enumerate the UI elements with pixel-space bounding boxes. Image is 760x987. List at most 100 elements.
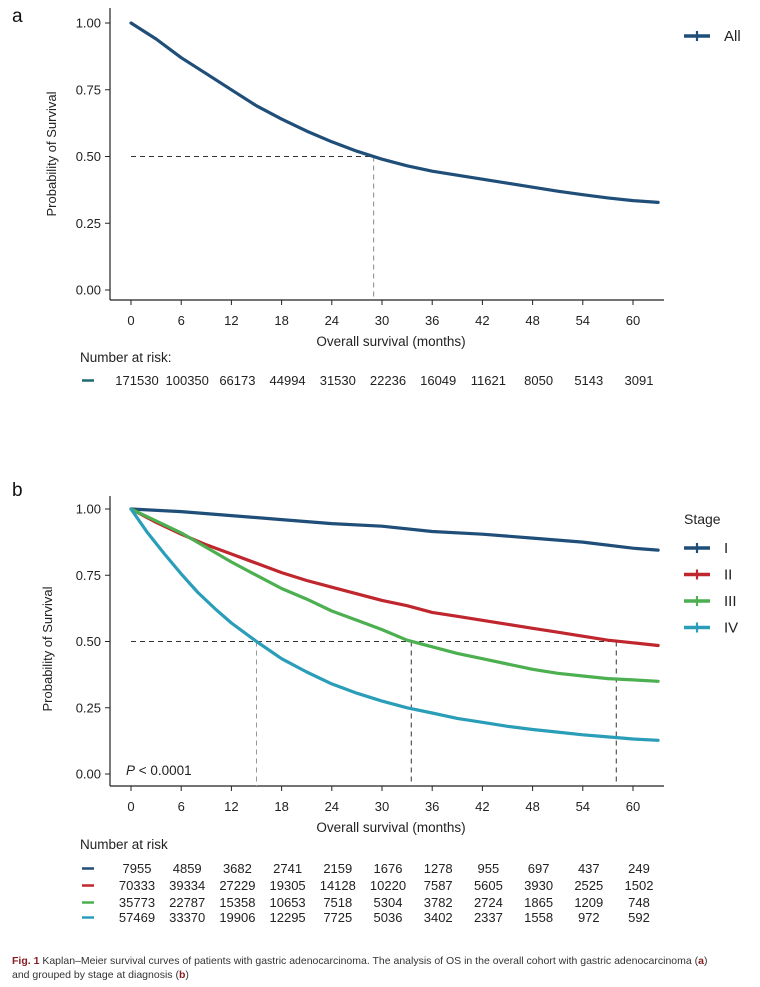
x-tick-label: 54 xyxy=(576,313,590,328)
risk-count: 7725 xyxy=(323,910,352,925)
y-axis-label: Probability of Survival xyxy=(40,586,55,711)
survival-curve-ii xyxy=(129,507,660,648)
risk-count: 5605 xyxy=(474,878,503,893)
risk-count: 3402 xyxy=(424,910,453,925)
legend-label-i: I xyxy=(724,540,728,557)
risk-count: 955 xyxy=(478,861,500,876)
legend-label-iv: IV xyxy=(724,620,738,637)
risk-count: 39334 xyxy=(169,878,205,893)
risk-count: 1502 xyxy=(625,878,654,893)
risk-count: 11621 xyxy=(471,373,506,388)
caption-text-3: and grouped by stage at diagnosis ( xyxy=(12,969,179,981)
risk-count: 1558 xyxy=(524,910,553,925)
risk-count: 35773 xyxy=(119,895,155,910)
risk-count: 10653 xyxy=(270,895,306,910)
x-tick-label: 12 xyxy=(224,313,238,328)
caption-bold-b: b xyxy=(178,969,186,981)
x-tick-label: 54 xyxy=(576,799,590,814)
caption-bold-a: a xyxy=(698,955,704,967)
y-tick-label: 1.00 xyxy=(76,502,101,517)
x-tick-label: 6 xyxy=(178,313,185,328)
caption-text-1: Kaplan–Meier survival curves of patients… xyxy=(39,955,699,967)
y-tick-label: 0.25 xyxy=(76,216,101,231)
risk-table-title: Number at risk: xyxy=(80,350,172,365)
x-tick-label: 0 xyxy=(127,799,134,814)
x-tick-label: 42 xyxy=(475,313,489,328)
risk-count: 4859 xyxy=(173,861,202,876)
survival-curve-all xyxy=(129,21,660,204)
risk-count: 1278 xyxy=(424,861,453,876)
risk-count: 27229 xyxy=(219,878,255,893)
x-tick-label: 18 xyxy=(274,313,288,328)
legend-label-iii: III xyxy=(724,593,737,610)
risk-count: 437 xyxy=(578,861,600,876)
x-tick-label: 0 xyxy=(127,313,134,328)
risk-count: 19906 xyxy=(219,910,255,925)
risk-count: 2159 xyxy=(323,861,352,876)
risk-count: 972 xyxy=(578,910,600,925)
caption-text-4: ) xyxy=(185,969,189,981)
y-tick-label: 0.25 xyxy=(76,700,101,715)
risk-count: 22236 xyxy=(370,373,406,388)
risk-count: 57469 xyxy=(119,910,155,925)
y-axis-label: Probability of Survival xyxy=(44,91,59,216)
legend-title: Stage xyxy=(684,511,721,527)
risk-count: 33370 xyxy=(169,910,205,925)
risk-count: 8050 xyxy=(524,373,553,388)
risk-count: 1676 xyxy=(374,861,403,876)
x-tick-label: 24 xyxy=(325,799,339,814)
risk-count: 3682 xyxy=(223,861,252,876)
figure-caption: Fig. 1 Kaplan–Meier survival curves of p… xyxy=(12,954,752,982)
risk-count: 3782 xyxy=(424,895,453,910)
risk-count: 12295 xyxy=(270,910,306,925)
legend-label-all: All xyxy=(724,28,741,45)
risk-count: 2724 xyxy=(474,895,503,910)
risk-count: 14128 xyxy=(320,878,356,893)
risk-count: 10220 xyxy=(370,878,406,893)
x-tick-label: 36 xyxy=(425,313,439,328)
risk-count: 100350 xyxy=(166,373,209,388)
x-tick-label: 12 xyxy=(224,799,238,814)
risk-count: 7587 xyxy=(424,878,453,893)
p-value-rest: < 0.0001 xyxy=(135,763,192,778)
y-tick-label: 0.00 xyxy=(76,283,101,298)
x-tick-label: 30 xyxy=(375,799,389,814)
x-axis-label: Overall survival (months) xyxy=(316,334,465,349)
x-axis-label: Overall survival (months) xyxy=(316,820,465,835)
risk-count: 19305 xyxy=(270,878,306,893)
panel-letter-b: b xyxy=(12,480,23,501)
x-tick-label: 60 xyxy=(626,313,640,328)
survival-curve-iii xyxy=(129,507,660,683)
y-tick-label: 0.00 xyxy=(76,767,101,782)
x-tick-label: 48 xyxy=(525,313,539,328)
risk-count: 66173 xyxy=(219,373,255,388)
risk-count: 22787 xyxy=(169,895,205,910)
y-tick-label: 0.75 xyxy=(76,568,101,583)
y-tick-label: 0.50 xyxy=(76,149,101,164)
risk-count: 697 xyxy=(528,861,550,876)
x-tick-label: 18 xyxy=(274,799,288,814)
x-tick-label: 36 xyxy=(425,799,439,814)
caption-label: Fig. 1 xyxy=(12,955,40,967)
risk-count: 5036 xyxy=(374,910,403,925)
risk-count: 748 xyxy=(628,895,650,910)
risk-count: 171530 xyxy=(115,373,158,388)
risk-count: 70333 xyxy=(119,878,155,893)
risk-count: 2525 xyxy=(574,878,603,893)
x-tick-label: 24 xyxy=(325,313,339,328)
risk-table-title: Number at risk xyxy=(80,837,168,852)
risk-count: 5304 xyxy=(374,895,403,910)
risk-count: 2337 xyxy=(474,910,503,925)
p-value-annotation: P < 0.0001 xyxy=(126,763,192,778)
risk-count: 1865 xyxy=(524,895,553,910)
risk-count: 7518 xyxy=(323,895,352,910)
x-tick-label: 48 xyxy=(525,799,539,814)
x-tick-label: 6 xyxy=(178,799,185,814)
risk-count: 3091 xyxy=(625,373,654,388)
legend-label-ii: II xyxy=(724,567,732,584)
risk-count: 5143 xyxy=(574,373,603,388)
p-value-italic: P xyxy=(126,763,135,778)
panel-letter-a: a xyxy=(12,6,23,27)
risk-count: 3930 xyxy=(524,878,553,893)
